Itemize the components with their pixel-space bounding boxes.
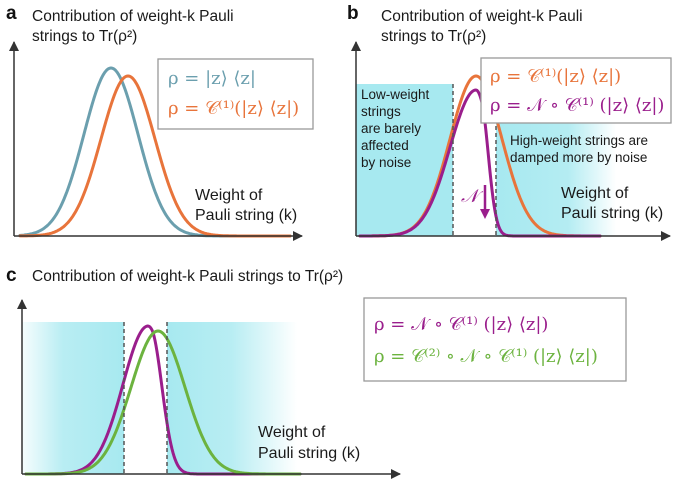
panel-c-axis-label-line-2: Pauli string (k) <box>258 445 360 462</box>
panel-b-low-note-line-3: are barely <box>361 121 421 136</box>
panel-c-legend-green: ρ = 𝒞⁽²⁾ ∘ 𝒩 ∘ 𝒞⁽¹⁾ (|z⟩ ⟨z|) <box>374 346 598 367</box>
panel-a-axis-label-line-1: Weight of <box>195 187 263 204</box>
panel-b-axis-label-line-2: Pauli string (k) <box>561 205 663 222</box>
panel-b-low-note-line-1: Low-weight <box>361 87 430 102</box>
panel-a-title-line-2: strings to Tr(ρ²) <box>32 28 137 45</box>
panel-c-legend-box <box>363 297 627 382</box>
panel-b-low-note-line-2: strings <box>361 104 401 119</box>
panel-a-legend-teal: ρ = |z⟩ ⟨z| <box>168 68 256 89</box>
panel-b-legend-purple: ρ = 𝒩 ∘ 𝒞⁽¹⁾ (|z⟩ ⟨z|) <box>490 95 664 116</box>
panel-b-low-note-line-5: by noise <box>361 155 411 170</box>
panel-a-legend-box <box>157 58 314 130</box>
panel-a-legend-orange: ρ = 𝒞⁽¹⁾(|z⟩ ⟨z|) <box>168 98 299 119</box>
panel-b-title-line-1: Contribution of weight-k Pauli <box>381 8 583 25</box>
panel-b-high-note-line-1: High-weight strings are <box>510 133 648 148</box>
panel-b-legend-orange: ρ = 𝒞⁽¹⁾(|z⟩ ⟨z|) <box>490 66 621 87</box>
panel-a: a Contribution of weight-k Pauli strings… <box>6 3 314 241</box>
panel-a-letter: a <box>6 3 17 24</box>
panel-c-title: Contribution of weight-k Pauli strings t… <box>32 268 343 285</box>
panel-b-low-note-line-4: affected <box>361 138 409 153</box>
panel-b-title-line-2: strings to Tr(ρ²) <box>381 28 486 45</box>
panel-c-letter: c <box>6 265 17 286</box>
panel-c: c Contribution of weight-k Pauli strings… <box>6 265 627 479</box>
panel-b-high-note-line-2: damped more by noise <box>510 150 647 165</box>
panel-b: b Contribution of weight-k Pauli strings… <box>347 3 672 241</box>
panel-a-title-line-1: Contribution of weight-k Pauli <box>32 8 234 25</box>
panel-b-low-weight-region <box>356 84 453 236</box>
panel-b-legend-box <box>480 57 672 124</box>
panel-b-letter: b <box>347 3 359 24</box>
panel-b-noise-label: 𝒩 <box>461 186 484 207</box>
panel-c-axis-label-line-1: Weight of <box>258 424 326 441</box>
panel-b-axis-label-line-1: Weight of <box>561 185 629 202</box>
panel-c-legend-purple: ρ = 𝒩 ∘ 𝒞⁽¹⁾ (|z⟩ ⟨z|) <box>374 314 548 335</box>
panel-a-axis-label-line-2: Pauli string (k) <box>195 207 297 224</box>
panel-c-low-weight-region <box>22 322 124 474</box>
